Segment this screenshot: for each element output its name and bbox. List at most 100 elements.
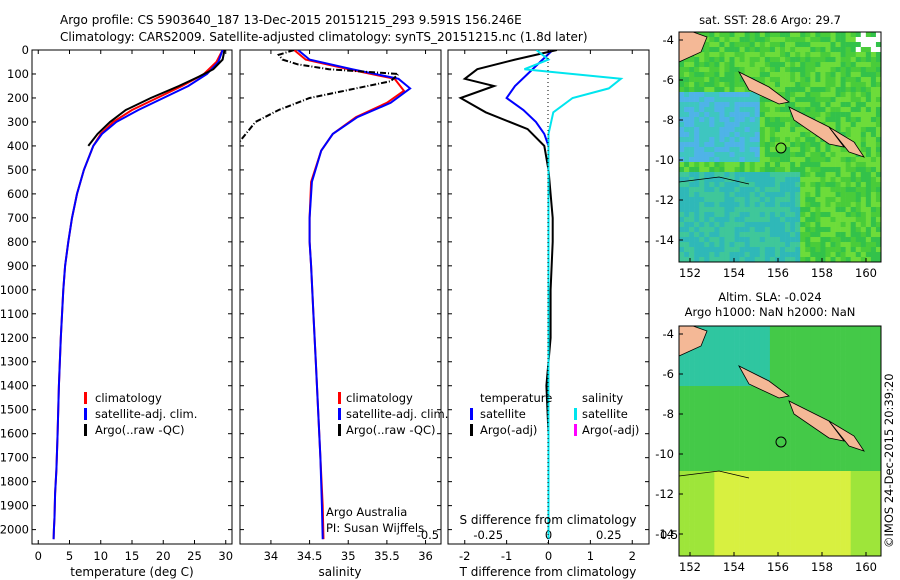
map-cell (729, 391, 735, 397)
x-tick-label: 35.5 (374, 549, 400, 563)
map-cell (729, 37, 735, 43)
map-cell (709, 127, 715, 133)
map-cell (699, 531, 705, 537)
map-cell (855, 232, 862, 238)
map-cell (850, 521, 857, 527)
map-cell (785, 127, 791, 133)
map-cell (870, 62, 877, 68)
map-cell (719, 242, 725, 248)
map-cell (855, 386, 862, 392)
map-cell (785, 476, 791, 482)
map-cell (840, 351, 846, 357)
map-cell (830, 97, 836, 103)
map-cell (729, 386, 735, 392)
map-cell (699, 366, 705, 372)
map-cell (764, 52, 771, 58)
map-cell (875, 411, 882, 417)
map-cell (840, 521, 846, 527)
map-cell (754, 227, 761, 233)
map-cell (689, 97, 695, 103)
map-cell (835, 212, 841, 218)
map-cell (704, 247, 710, 253)
map-cell (790, 192, 796, 198)
map-cell (704, 526, 710, 532)
map-cell (870, 197, 877, 203)
map-cell (780, 127, 786, 133)
map-cell (744, 501, 750, 507)
map-cell (850, 346, 857, 352)
map-cell (769, 112, 776, 118)
map-cell (830, 406, 836, 412)
map-cell (865, 237, 872, 243)
map-cell (739, 92, 745, 98)
map-cell (835, 102, 841, 108)
map-cell (749, 137, 756, 143)
map-cell (825, 491, 831, 497)
map-cell (810, 227, 816, 233)
map-cell (825, 406, 831, 412)
map-cell (830, 72, 836, 78)
map-cell (830, 107, 836, 113)
map-cell (855, 52, 862, 58)
map-cell (875, 172, 882, 178)
map-cell (694, 436, 700, 442)
map-cell (855, 67, 862, 73)
map-cell (729, 252, 735, 258)
map-cell (734, 521, 740, 527)
map-cell (749, 32, 756, 38)
map-cell (785, 381, 791, 387)
map-cell (714, 227, 720, 233)
map-cell (764, 222, 771, 228)
map-cell (790, 252, 796, 258)
map-cell (870, 82, 877, 88)
map-cell (714, 356, 720, 362)
map-cell (860, 192, 867, 198)
map-cell (699, 396, 705, 402)
map-cell (734, 331, 740, 337)
map-cell (684, 411, 690, 417)
map-cell (744, 406, 750, 412)
map-cell (800, 526, 806, 532)
map-cell (830, 67, 836, 73)
map-cell (795, 386, 801, 392)
map-cell (769, 396, 776, 402)
map-cell (704, 371, 710, 377)
map-cell (845, 496, 851, 502)
map-cell (815, 252, 821, 258)
map-cell (734, 77, 740, 83)
map-cell (699, 52, 705, 58)
map-cell (825, 72, 831, 78)
map-cell (855, 511, 862, 517)
map-cell (719, 142, 725, 148)
depth-tick-label: 200 (7, 91, 29, 105)
map-cell (825, 207, 831, 213)
map-cell (689, 77, 695, 83)
map-cell (694, 541, 700, 547)
map-cell (835, 391, 841, 397)
map-y-tick-label: -14 (655, 233, 674, 247)
map-cell (689, 107, 695, 113)
map-cell (870, 471, 877, 477)
map-cell (729, 331, 735, 337)
map-cell (850, 511, 857, 517)
map-cell (820, 496, 826, 502)
map-x-tick-label: 152 (679, 560, 701, 574)
map-cell (764, 197, 771, 203)
map-cell (870, 421, 877, 427)
map-cell (724, 451, 730, 457)
map-cell (850, 426, 857, 432)
map-cell (754, 232, 761, 238)
map-cell (729, 137, 735, 143)
map-cell (689, 127, 695, 133)
map-cell (689, 67, 695, 73)
map-cell (840, 217, 846, 223)
map-cell (870, 57, 877, 63)
map-cell (795, 426, 801, 432)
map-cell (739, 32, 745, 38)
map-cell (840, 152, 846, 158)
map-cell (800, 62, 806, 68)
map-cell (810, 381, 816, 387)
map-cell (825, 516, 831, 522)
map-cell (749, 481, 756, 487)
map-cell (679, 217, 685, 223)
